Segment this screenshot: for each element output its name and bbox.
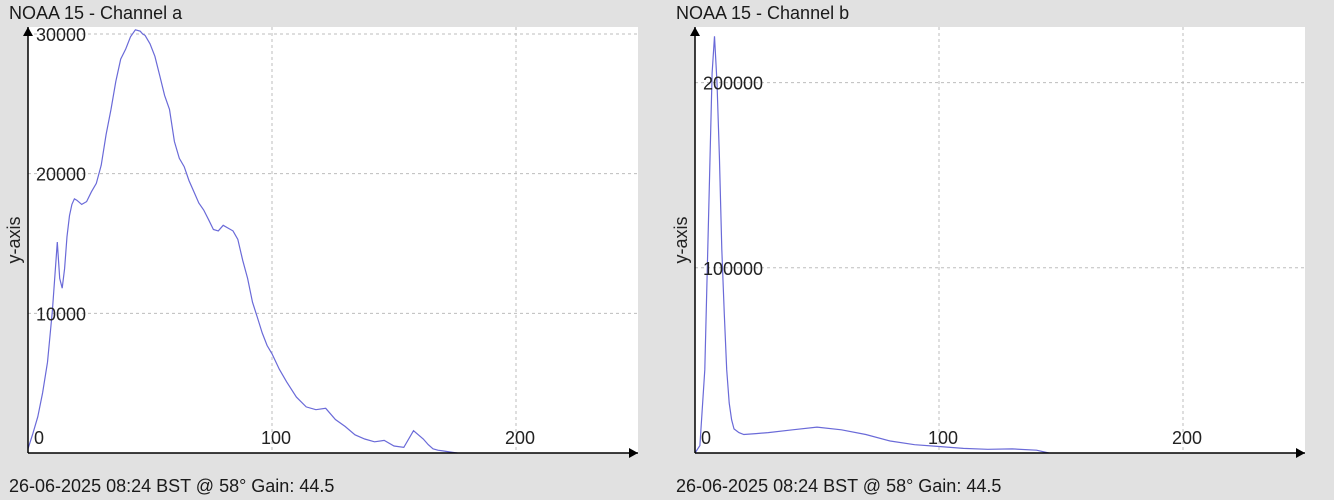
x-tick-label: 200: [505, 428, 535, 448]
y-tick-label: 10000: [36, 304, 86, 324]
plot-area: [28, 27, 638, 453]
x-tick-label: 0: [701, 428, 711, 448]
chart-footer-status: 26-06-2025 08:24 BST @ 58° Gain: 44.5: [9, 476, 335, 496]
x-axis-arrow: [1296, 448, 1305, 458]
y-axis-arrow: [690, 27, 700, 36]
chart-canvas-channel-a: 0 100 200 10000 20000 30000 y-axis: [4, 25, 638, 458]
y-tick-label: 200000: [703, 74, 763, 94]
series-line: [27, 29, 458, 454]
chart-canvas-channel-b: 0 100 200 100000 200000 y-axis: [671, 27, 1305, 458]
x-tick-label: 200: [1172, 428, 1202, 448]
x-tick-label: 100: [261, 428, 291, 448]
y-tick-label: 100000: [703, 259, 763, 279]
y-tick-label: 30000: [36, 25, 86, 45]
y-axis-arrow: [23, 27, 33, 36]
y-tick-label: 20000: [36, 165, 86, 185]
x-tick-label: 100: [928, 428, 958, 448]
x-tick-label: 0: [34, 428, 44, 448]
chart-footer-status: 26-06-2025 08:24 BST @ 58° Gain: 44.5: [676, 476, 1002, 496]
chart-title: NOAA 15 - Channel a: [9, 3, 183, 23]
series-line: [694, 36, 1049, 454]
plot-area: [695, 27, 1305, 453]
chart-title: NOAA 15 - Channel b: [676, 3, 850, 23]
y-axis-label: y-axis: [4, 216, 24, 263]
x-axis-arrow: [629, 448, 638, 458]
chart-panel-channel-a: NOAA 15 - Channel a 0 100 200 10000 20000 300…: [4, 3, 638, 496]
chart-panel-channel-b: NOAA 15 - Channel b 0 100 200 100000 200000 y…: [667, 0, 1334, 500]
y-axis-label: y-axis: [671, 216, 691, 263]
